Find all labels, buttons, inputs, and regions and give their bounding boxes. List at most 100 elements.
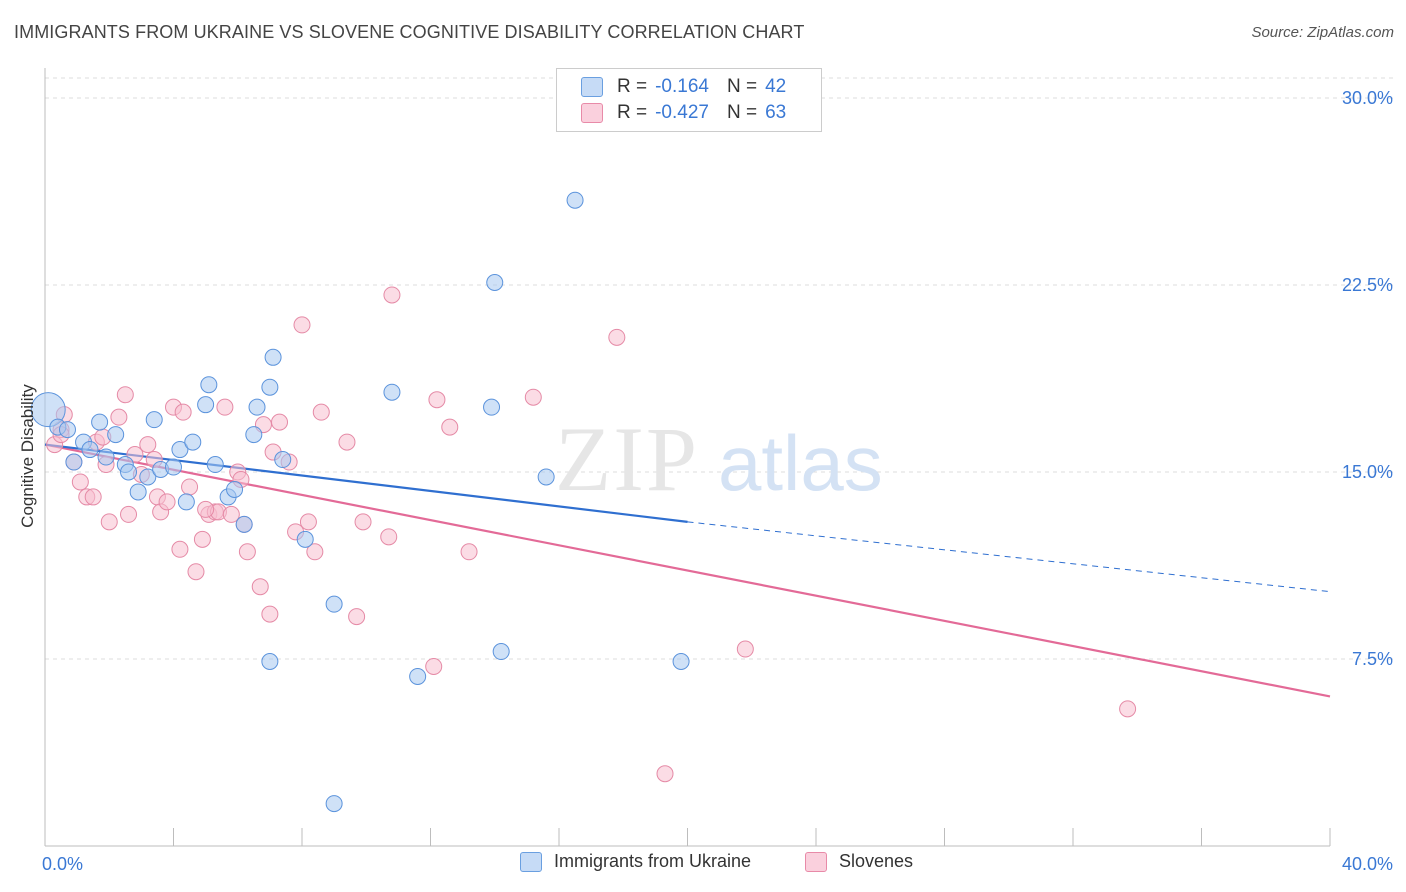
legend-r-value: -0.427	[655, 102, 709, 123]
slovene-point	[441, 418, 459, 436]
ukraine-point	[177, 493, 195, 511]
ukraine-point	[226, 480, 244, 498]
ukraine-point	[296, 530, 314, 548]
slovene-point	[306, 543, 324, 561]
ukraine-point	[261, 652, 279, 670]
slovene-point	[238, 543, 256, 561]
legend-n-value: 42	[765, 76, 787, 97]
ukraine-point	[409, 667, 427, 685]
slovene-point	[116, 386, 134, 404]
slovene-point	[736, 640, 754, 658]
slovene-point	[181, 478, 199, 496]
series-legend-slovene: Slovenes	[805, 851, 913, 872]
ukraine-point	[537, 468, 555, 486]
slovene-point	[425, 657, 443, 675]
legend-n-label: N =	[726, 76, 758, 97]
ukraine-point	[30, 392, 66, 428]
slovene-point	[428, 391, 446, 409]
slovene-point	[193, 530, 211, 548]
legend-n-label: N =	[726, 102, 758, 123]
legend-row-slovene: R = -0.427 N = 63	[581, 100, 786, 126]
y-tick-label: 7.5%	[1352, 649, 1393, 669]
ukraine-point	[145, 411, 163, 429]
x-tick-label: 0.0%	[42, 854, 83, 874]
legend-r-label: R =	[617, 76, 648, 97]
slovene-point	[251, 578, 269, 596]
slovene-point	[293, 316, 311, 334]
slovene-point	[348, 608, 366, 626]
ukraine-point	[165, 458, 182, 476]
slovene-point	[354, 513, 372, 531]
slovene-point	[261, 605, 279, 623]
slovene-point	[216, 398, 234, 416]
ukraine-trend-extension	[687, 521, 1331, 593]
series-name-ukraine: Immigrants from Ukraine	[554, 851, 752, 871]
slovene-point	[299, 513, 317, 531]
y-tick-label: 30.0%	[1342, 88, 1393, 108]
slovene-point	[187, 563, 205, 581]
x-tick-label: 40.0%	[1342, 854, 1393, 874]
ukraine-point	[245, 426, 263, 444]
ukraine-point	[483, 398, 501, 416]
ukraine-point	[325, 595, 343, 613]
ukraine-point	[264, 348, 282, 366]
slovene-point	[174, 403, 192, 421]
legend-n-value: 63	[765, 102, 787, 123]
ukraine-point	[107, 426, 125, 444]
slovene-point	[460, 543, 478, 561]
slovene-points	[46, 286, 1137, 783]
slovene-point	[1119, 700, 1137, 718]
slovene-point	[110, 408, 128, 426]
ukraine-point	[184, 433, 202, 451]
ukraine-point	[139, 468, 157, 486]
slovene-point	[338, 433, 356, 451]
ukraine-point	[261, 378, 279, 396]
ukraine-point	[248, 398, 266, 416]
slovene-point	[139, 436, 157, 454]
slovene-point	[222, 505, 240, 523]
ukraine-point	[200, 376, 218, 394]
watermark-atlas: atlas	[718, 419, 883, 507]
ukraine-point	[672, 652, 690, 670]
ukraine-points	[30, 191, 690, 813]
slovene-trend-line	[44, 443, 1331, 698]
series-swatch-ukraine	[520, 851, 542, 872]
ukraine-point	[566, 191, 584, 209]
ukraine-point	[274, 451, 292, 469]
correlation-legend: R = -0.164 N = 42 R = -0.427 N = 63	[556, 68, 822, 132]
ukraine-point	[120, 463, 138, 481]
ukraine-point	[65, 453, 83, 471]
ukraine-point	[197, 396, 215, 414]
ukraine-point	[171, 441, 189, 459]
slovene-point	[380, 528, 398, 546]
legend-row-ukraine: R = -0.164 N = 42	[581, 74, 786, 100]
ukraine-point	[486, 274, 504, 292]
ukraine-point	[97, 448, 115, 466]
ukraine-point	[492, 643, 510, 661]
slovene-point	[656, 765, 674, 783]
ukraine-point	[325, 795, 343, 813]
ukraine-point	[129, 483, 147, 501]
ukraine-point	[206, 456, 224, 474]
watermark-zip: ZIP	[555, 408, 699, 510]
slovene-point	[608, 328, 626, 346]
ukraine-point	[235, 515, 253, 533]
watermark: ZIP atlas	[555, 408, 883, 510]
y-axis-label: Cognitive Disability	[18, 384, 37, 528]
y-tick-label: 15.0%	[1342, 462, 1393, 482]
gridlines	[45, 77, 1395, 660]
legend-swatch-slovene	[581, 103, 603, 123]
slovene-point	[71, 473, 89, 491]
ukraine-point	[383, 383, 401, 401]
slovene-point	[100, 513, 118, 531]
ukraine-point	[81, 441, 99, 459]
legend-r-value: -0.164	[655, 76, 709, 97]
slovene-point	[271, 413, 289, 431]
slovene-point	[312, 403, 330, 421]
slovene-point	[158, 493, 176, 511]
series-name-slovene: Slovenes	[839, 851, 914, 871]
ukraine-point	[91, 413, 109, 431]
axes	[44, 68, 1331, 847]
slovene-point	[171, 540, 189, 558]
